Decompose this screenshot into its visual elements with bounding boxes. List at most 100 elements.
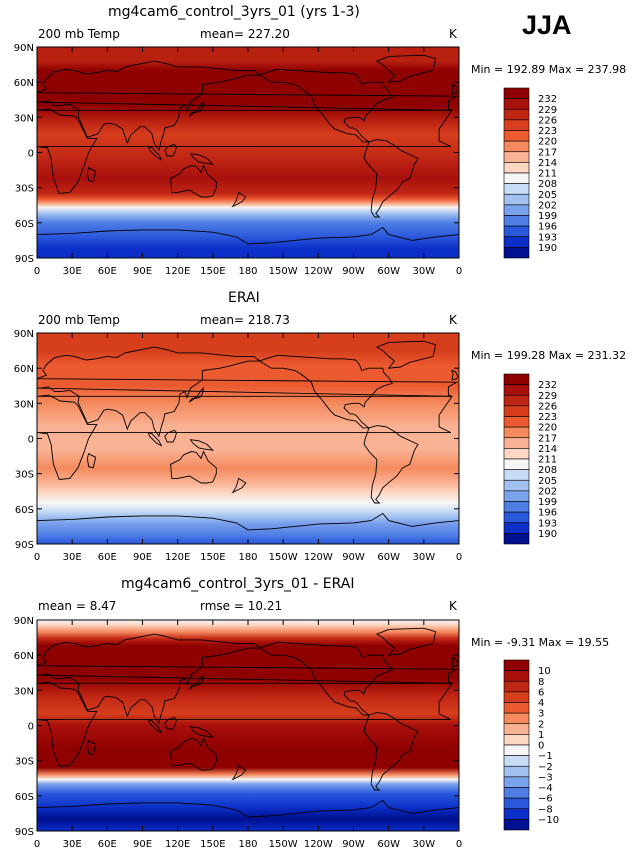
coastline-outline [451, 83, 459, 95]
y-tick-label: 30S [15, 757, 34, 768]
coastline-outline [164, 143, 177, 157]
colorbar-swatch [503, 819, 530, 831]
x-tick-label: 90W [342, 552, 365, 563]
x-tick-label: 120E [165, 552, 190, 563]
colorbar-swatch [503, 437, 530, 449]
x-tick-label: 180 [238, 552, 257, 563]
colorbar-label: 211 [538, 169, 557, 180]
coastline-outline [86, 740, 97, 756]
panel-1-minmax: Min = 192.89 Max = 237.98 [471, 63, 627, 76]
coastline-outline [363, 139, 419, 218]
y-tick-label: 90N [14, 329, 34, 340]
colorbar-swatch [503, 490, 530, 502]
colorbar-label: 229 [538, 391, 557, 402]
colorbar-swatch [503, 776, 530, 788]
x-tick-label: 60E [98, 266, 117, 277]
coastline-outline [147, 145, 163, 161]
colorbar-swatch [503, 670, 530, 682]
x-tick-label: 0 [34, 552, 40, 563]
colorbar-label: 2 [538, 719, 544, 730]
colorbar-swatch [503, 426, 530, 439]
colorbar-label: 220 [538, 137, 557, 148]
coastline-outline [189, 153, 215, 165]
colorbar-swatch [503, 797, 530, 810]
x-tick-label: 150E [200, 552, 225, 563]
colorbar-swatch [503, 533, 530, 545]
colorbar-label: 208 [538, 465, 557, 476]
colorbar-label: 226 [538, 401, 557, 412]
x-tick-label: 180 [238, 266, 257, 277]
coastline-outline [164, 429, 177, 443]
panel-1-title: mg4cam6_control_3yrs_01 (yrs 1-3) [108, 4, 360, 20]
coastlines [37, 627, 459, 818]
y-tick-label: 90S [15, 254, 34, 265]
colorbar-label: 205 [538, 476, 557, 487]
coastline-outline [147, 718, 163, 734]
colorbar-swatch [503, 151, 530, 163]
x-tick-label: 30E [63, 839, 82, 850]
y-tick-label: 90S [15, 827, 34, 838]
map-panel-3: 0 30E 60E 90E 120E 150E 180 150W 120W 90W 60W 30W 09… [14, 616, 462, 850]
panel-3-units: K [449, 599, 457, 613]
y-tick-label: 0 [28, 722, 34, 733]
colorbar-swatch [503, 204, 530, 216]
x-tick-label: 30W [413, 552, 436, 563]
colorbar-swatch [503, 405, 530, 417]
coastline-outline [86, 453, 97, 469]
colorbar-swatch [503, 479, 530, 492]
x-tick-label: 150E [200, 266, 225, 277]
coastline-outline [189, 726, 215, 738]
coastline-outline [231, 764, 247, 781]
colorbar-label: −6 [538, 794, 553, 805]
colorbar-label: 208 [538, 179, 557, 190]
colorbar-label: 202 [538, 486, 557, 497]
y-tick-label: 60S [15, 505, 34, 516]
colorbar-label: −10 [538, 815, 559, 826]
coastline-outline [375, 627, 437, 656]
colorbar-swatch [503, 193, 530, 206]
colorbar-label: 232 [538, 94, 557, 105]
panel-2-field-label: 200 mb Temp [38, 313, 120, 327]
colorbar-swatch [503, 183, 530, 195]
colorbar-label: 199 [538, 497, 557, 508]
y-tick-label: 60S [15, 792, 34, 803]
colorbar-swatch [503, 734, 530, 746]
x-tick-label: 150W [269, 839, 298, 850]
x-tick-label: 30W [413, 266, 436, 277]
map-field-fill [37, 620, 459, 831]
coastline-outline [86, 167, 97, 183]
map-panel-1: 0 30E 60E 90E 120E 150E 180 150W 120W 90W 60W 30W 09… [14, 43, 462, 277]
y-tick-label: 60N [14, 364, 34, 375]
colorbar-swatch [503, 765, 530, 778]
coastlines [37, 340, 459, 531]
colorbar-swatch [503, 680, 530, 693]
x-tick-label: 120E [165, 266, 190, 277]
y-tick-label: 30N [14, 399, 34, 410]
colorbar-label: 214 [538, 158, 557, 169]
colorbar-label: 8 [538, 677, 544, 688]
colorbar-2: 2322292262232202172142112082052021991961… [503, 373, 557, 545]
y-tick-label: 30S [15, 470, 34, 481]
x-tick-label: 30E [63, 552, 82, 563]
coastline-outline [147, 431, 163, 447]
x-tick-label: 90E [133, 266, 152, 277]
colorbar-swatch [503, 247, 530, 259]
colorbar-swatch [503, 373, 530, 385]
colorbar-label: 202 [538, 200, 557, 211]
colorbar-swatch [503, 130, 530, 142]
x-tick-label: 150E [200, 839, 225, 850]
colorbar-swatch [503, 659, 530, 671]
colorbar-label: 217 [538, 433, 557, 444]
colorbar-label: 196 [538, 508, 557, 519]
x-tick-label: 120E [165, 839, 190, 850]
x-tick-label: 0 [34, 266, 40, 277]
colorbar-swatch [503, 787, 530, 799]
x-tick-label: 60W [377, 839, 400, 850]
colorbar-swatch [503, 140, 530, 153]
colorbar-label: 205 [538, 190, 557, 201]
colorbar-label: 199 [538, 211, 557, 222]
y-tick-label: 90N [14, 43, 34, 54]
colorbar-swatch [503, 162, 530, 174]
